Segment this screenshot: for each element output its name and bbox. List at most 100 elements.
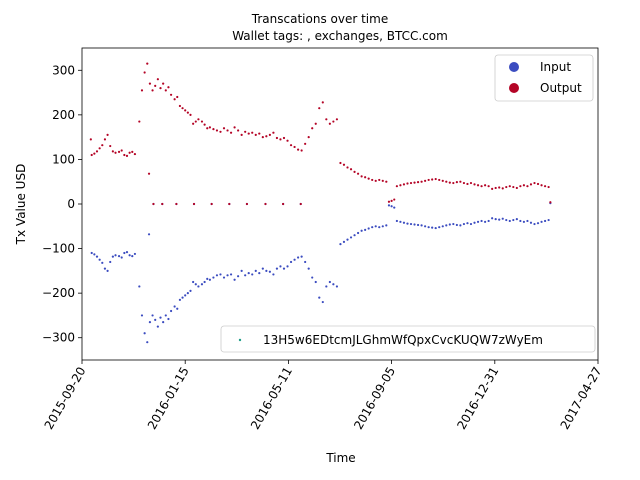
data-point-output-83: [346, 166, 349, 169]
data-point-input-4: [101, 261, 104, 264]
data-point-output-51: [233, 126, 236, 129]
data-point-output-48: [222, 127, 226, 130]
data-point-output-90: [371, 178, 374, 182]
data-point-output-78: [328, 122, 331, 125]
data-point-output-140: [543, 185, 547, 188]
data-point-input-13: [125, 251, 129, 254]
data-point-output-142: [549, 201, 552, 204]
data-point-output-128: [501, 187, 504, 190]
data-point-output-135: [526, 185, 529, 188]
data-point-output-84: [349, 168, 353, 171]
data-point-output-8: [109, 144, 112, 148]
data-point-input-133: [522, 220, 526, 223]
data-point-input-50: [233, 278, 236, 281]
data-point-input-75: [321, 300, 324, 304]
data-point-input-45: [215, 274, 219, 277]
data-point-output-130: [508, 185, 511, 188]
data-point-input-128: [505, 218, 508, 222]
x-tick-label-0: 2015-09-20: [42, 365, 89, 432]
data-point-input-15: [131, 255, 134, 258]
data-point-output-73: [311, 127, 314, 130]
data-point-output-137: [533, 181, 536, 185]
data-point-input-93: [385, 224, 388, 227]
data-point-input-127: [501, 217, 504, 220]
data-point-output-126: [494, 186, 497, 190]
data-point-output-81: [339, 161, 342, 165]
data-point-input-17: [138, 285, 141, 288]
data-point-input-94: [387, 204, 391, 207]
data-point-input-25: [159, 316, 162, 319]
y-tick-label-1: −200: [42, 286, 75, 300]
data-point-output-66: [286, 139, 289, 142]
data-point-output-57: [254, 133, 257, 137]
data-point-input-136: [533, 222, 536, 226]
data-point-output-50: [229, 131, 233, 134]
data-point-input-61: [272, 273, 275, 276]
data-point-output-37: [189, 113, 192, 116]
data-point-input-49: [229, 273, 233, 276]
data-point-output-56: [251, 131, 254, 134]
data-point-output-6: [103, 138, 107, 141]
data-point-output-10: [114, 151, 117, 154]
data-point-input-26: [162, 321, 165, 324]
data-point-input-76: [325, 285, 328, 288]
data-point-output-76: [321, 101, 324, 104]
data-point-output-132: [515, 186, 518, 190]
x-axis: 2015-09-20 2016-01-15 2016-05-11 2016-09-05…: [42, 360, 605, 432]
data-point-input-0: [90, 251, 93, 255]
data-point-input-33: [181, 296, 184, 299]
data-point-input-134: [526, 219, 529, 223]
wallet-legend-marker: [238, 338, 242, 342]
data-point-input-70: [304, 260, 307, 264]
data-point-output-125: [491, 187, 494, 190]
data-point-output-72: [307, 136, 310, 139]
wallet-legend-label: 13H5w6EDtcmJLGhmWfQpxCvcKUQW7zWyEm: [263, 333, 543, 347]
data-point-input-39: [197, 285, 200, 288]
data-point-input-97: [395, 219, 398, 223]
data-point-input-125: [494, 218, 497, 221]
data-point-output-46: [215, 129, 219, 132]
data-point-output-3: [95, 150, 99, 153]
data-point-input-14: [128, 254, 131, 257]
data-point-input-119: [473, 221, 476, 224]
y-tick-label-4: 100: [52, 152, 75, 166]
data-point-input-113: [452, 222, 455, 226]
data-point-input-12: [123, 251, 126, 255]
data-point-input-121: [480, 219, 483, 223]
data-point-output-147: [192, 202, 196, 206]
data-point-input-23: [154, 318, 157, 321]
data-point-output-101: [406, 182, 409, 185]
data-point-output-103: [413, 181, 416, 184]
data-point-output-36: [186, 111, 189, 114]
data-point-input-123: [487, 219, 490, 223]
data-point-input-59: [265, 269, 268, 272]
data-point-output-47: [219, 130, 222, 133]
data-point-output-41: [200, 120, 204, 123]
data-point-output-24: [154, 84, 157, 87]
data-point-input-74: [318, 296, 321, 299]
data-point-output-5: [101, 144, 104, 147]
data-point-input-89: [371, 226, 374, 229]
data-point-input-131: [515, 218, 518, 221]
data-point-input-55: [251, 273, 254, 276]
data-point-output-136: [529, 183, 533, 186]
data-point-output-108: [431, 178, 434, 181]
data-point-input-88: [367, 227, 370, 230]
legend-marker-input: [509, 62, 519, 72]
data-point-output-111: [441, 179, 444, 182]
data-point-output-34: [181, 107, 184, 110]
data-point-input-91: [378, 226, 381, 229]
data-point-output-18: [138, 120, 141, 123]
data-point-output-138: [536, 182, 540, 186]
data-point-input-118: [469, 222, 473, 226]
data-point-output-31: [173, 98, 176, 101]
data-point-input-110: [441, 225, 444, 228]
data-point-input-22: [151, 314, 154, 317]
data-point-input-104: [420, 224, 423, 227]
data-point-input-47: [222, 276, 226, 279]
data-point-output-55: [247, 132, 250, 135]
data-point-output-141: [547, 185, 550, 189]
data-point-output-89: [367, 177, 370, 180]
chart-subtitle: Wallet tags: , exchanges, BTCC.com: [232, 29, 448, 43]
data-point-output-29: [167, 86, 170, 89]
